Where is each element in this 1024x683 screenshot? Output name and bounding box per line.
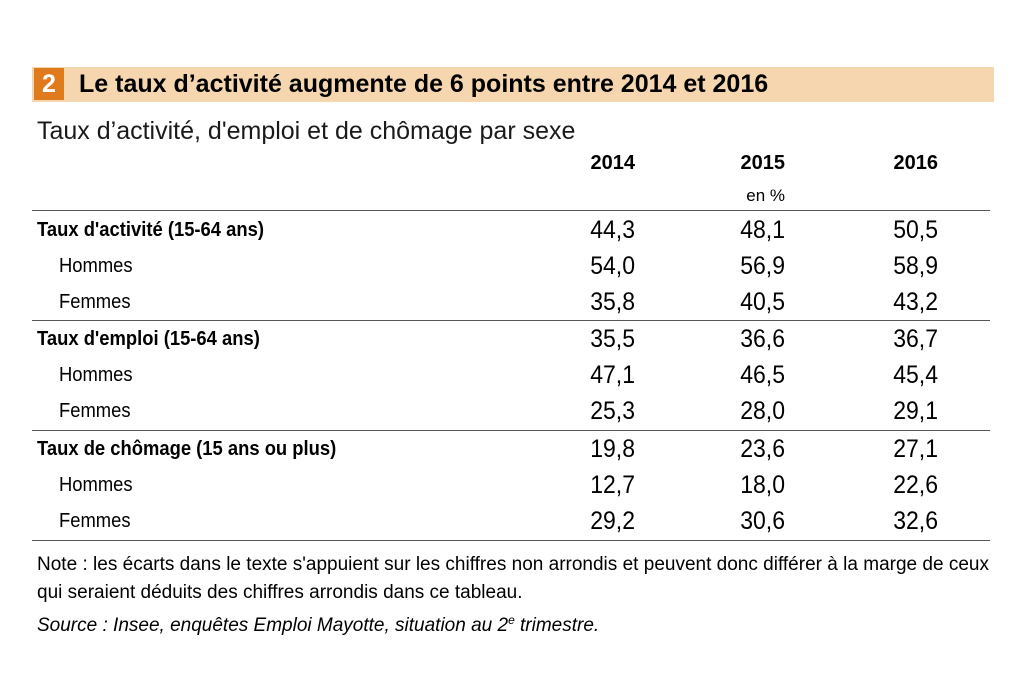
table-row: Taux d'emploi (15-64 ans) 35,5 36,6 36,7: [0, 321, 1024, 357]
figure-subtitle: Taux d’activité, d'emploi et de chômage …: [37, 117, 576, 145]
column-header-2015: 2015: [740, 152, 786, 174]
cell-2015: 30,6: [740, 507, 785, 535]
cell-2014: 47,1: [590, 361, 635, 389]
cell-2016: 50,5: [893, 216, 938, 244]
table-row: Taux d'activité (15-64 ans) 44,3 48,1 50…: [0, 212, 1024, 248]
cell-2016: 43,2: [893, 288, 938, 316]
table-row: Femmes 29,2 30,6 32,6: [0, 503, 1024, 539]
table-divider: [32, 320, 990, 321]
cell-2016: 36,7: [893, 325, 938, 353]
table-row: Hommes 47,1 46,5 45,4: [0, 357, 1024, 393]
table-row: Hommes 12,7 18,0 22,6: [0, 467, 1024, 503]
cell-2015: 46,5: [740, 361, 785, 389]
source-suffix: trimestre.: [514, 615, 600, 636]
row-label: Taux d'activité (15-64 ans): [37, 219, 264, 241]
cell-2015: 18,0: [740, 471, 785, 499]
table-row: Taux de chômage (15 ans ou plus) 19,8 23…: [0, 431, 1024, 467]
figure-number: 2: [34, 68, 64, 100]
figure-title: Le taux d’activité augmente de 6 points …: [79, 70, 769, 98]
cell-2014: 12,7: [590, 471, 635, 499]
cell-2016: 22,6: [893, 471, 938, 499]
row-label: Hommes: [59, 364, 133, 386]
table-source: Source : Insee, enquêtes Emploi Mayotte,…: [37, 612, 599, 640]
table-bottom-rule: [32, 540, 990, 541]
cell-2015: 48,1: [740, 216, 785, 244]
row-label: Femmes: [59, 291, 131, 313]
row-label: Femmes: [59, 510, 131, 532]
table-row: Femmes 25,3 28,0 29,1: [0, 393, 1024, 429]
cell-2015: 28,0: [740, 397, 785, 425]
cell-2014: 44,3: [590, 216, 635, 244]
column-header-2016: 2016: [893, 152, 939, 174]
cell-2014: 19,8: [590, 435, 635, 463]
source-superscript: e: [508, 613, 515, 627]
row-label: Taux d'emploi (15-64 ans): [37, 328, 260, 350]
table-divider: [32, 430, 990, 431]
row-label: Taux de chômage (15 ans ou plus): [37, 438, 337, 460]
cell-2016: 32,6: [893, 507, 938, 535]
column-header-2014: 2014: [590, 152, 636, 174]
row-label: Hommes: [59, 474, 133, 496]
cell-2014: 25,3: [590, 397, 635, 425]
title-band: [32, 67, 994, 102]
table-note: Note : les écarts dans le texte s'appuie…: [37, 554, 989, 603]
table-row: Femmes 35,8 40,5 43,2: [0, 284, 1024, 320]
table-divider: [32, 210, 990, 211]
cell-2016: 45,4: [893, 361, 938, 389]
unit-label: en %: [746, 186, 785, 205]
row-label: Femmes: [59, 400, 131, 422]
cell-2015: 56,9: [740, 252, 785, 280]
cell-2014: 35,8: [590, 288, 635, 316]
cell-2014: 54,0: [590, 252, 635, 280]
table-row: Hommes 54,0 56,9 58,9: [0, 248, 1024, 284]
cell-2016: 27,1: [893, 435, 938, 463]
cell-2015: 36,6: [740, 325, 785, 353]
row-label: Hommes: [59, 255, 133, 277]
cell-2014: 35,5: [590, 325, 635, 353]
cell-2014: 29,2: [590, 507, 635, 535]
cell-2015: 40,5: [740, 288, 785, 316]
cell-2016: 58,9: [893, 252, 938, 280]
cell-2016: 29,1: [893, 397, 938, 425]
cell-2015: 23,6: [740, 435, 785, 463]
source-prefix: Source : Insee, enquêtes Emploi Mayotte,…: [37, 615, 509, 636]
